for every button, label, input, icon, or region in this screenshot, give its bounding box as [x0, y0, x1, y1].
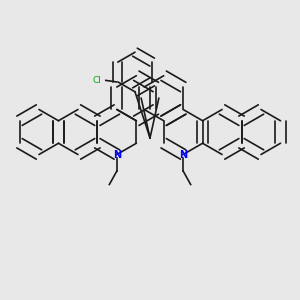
Text: Cl: Cl [92, 76, 101, 85]
Text: N: N [113, 149, 121, 160]
Text: N: N [179, 149, 187, 160]
